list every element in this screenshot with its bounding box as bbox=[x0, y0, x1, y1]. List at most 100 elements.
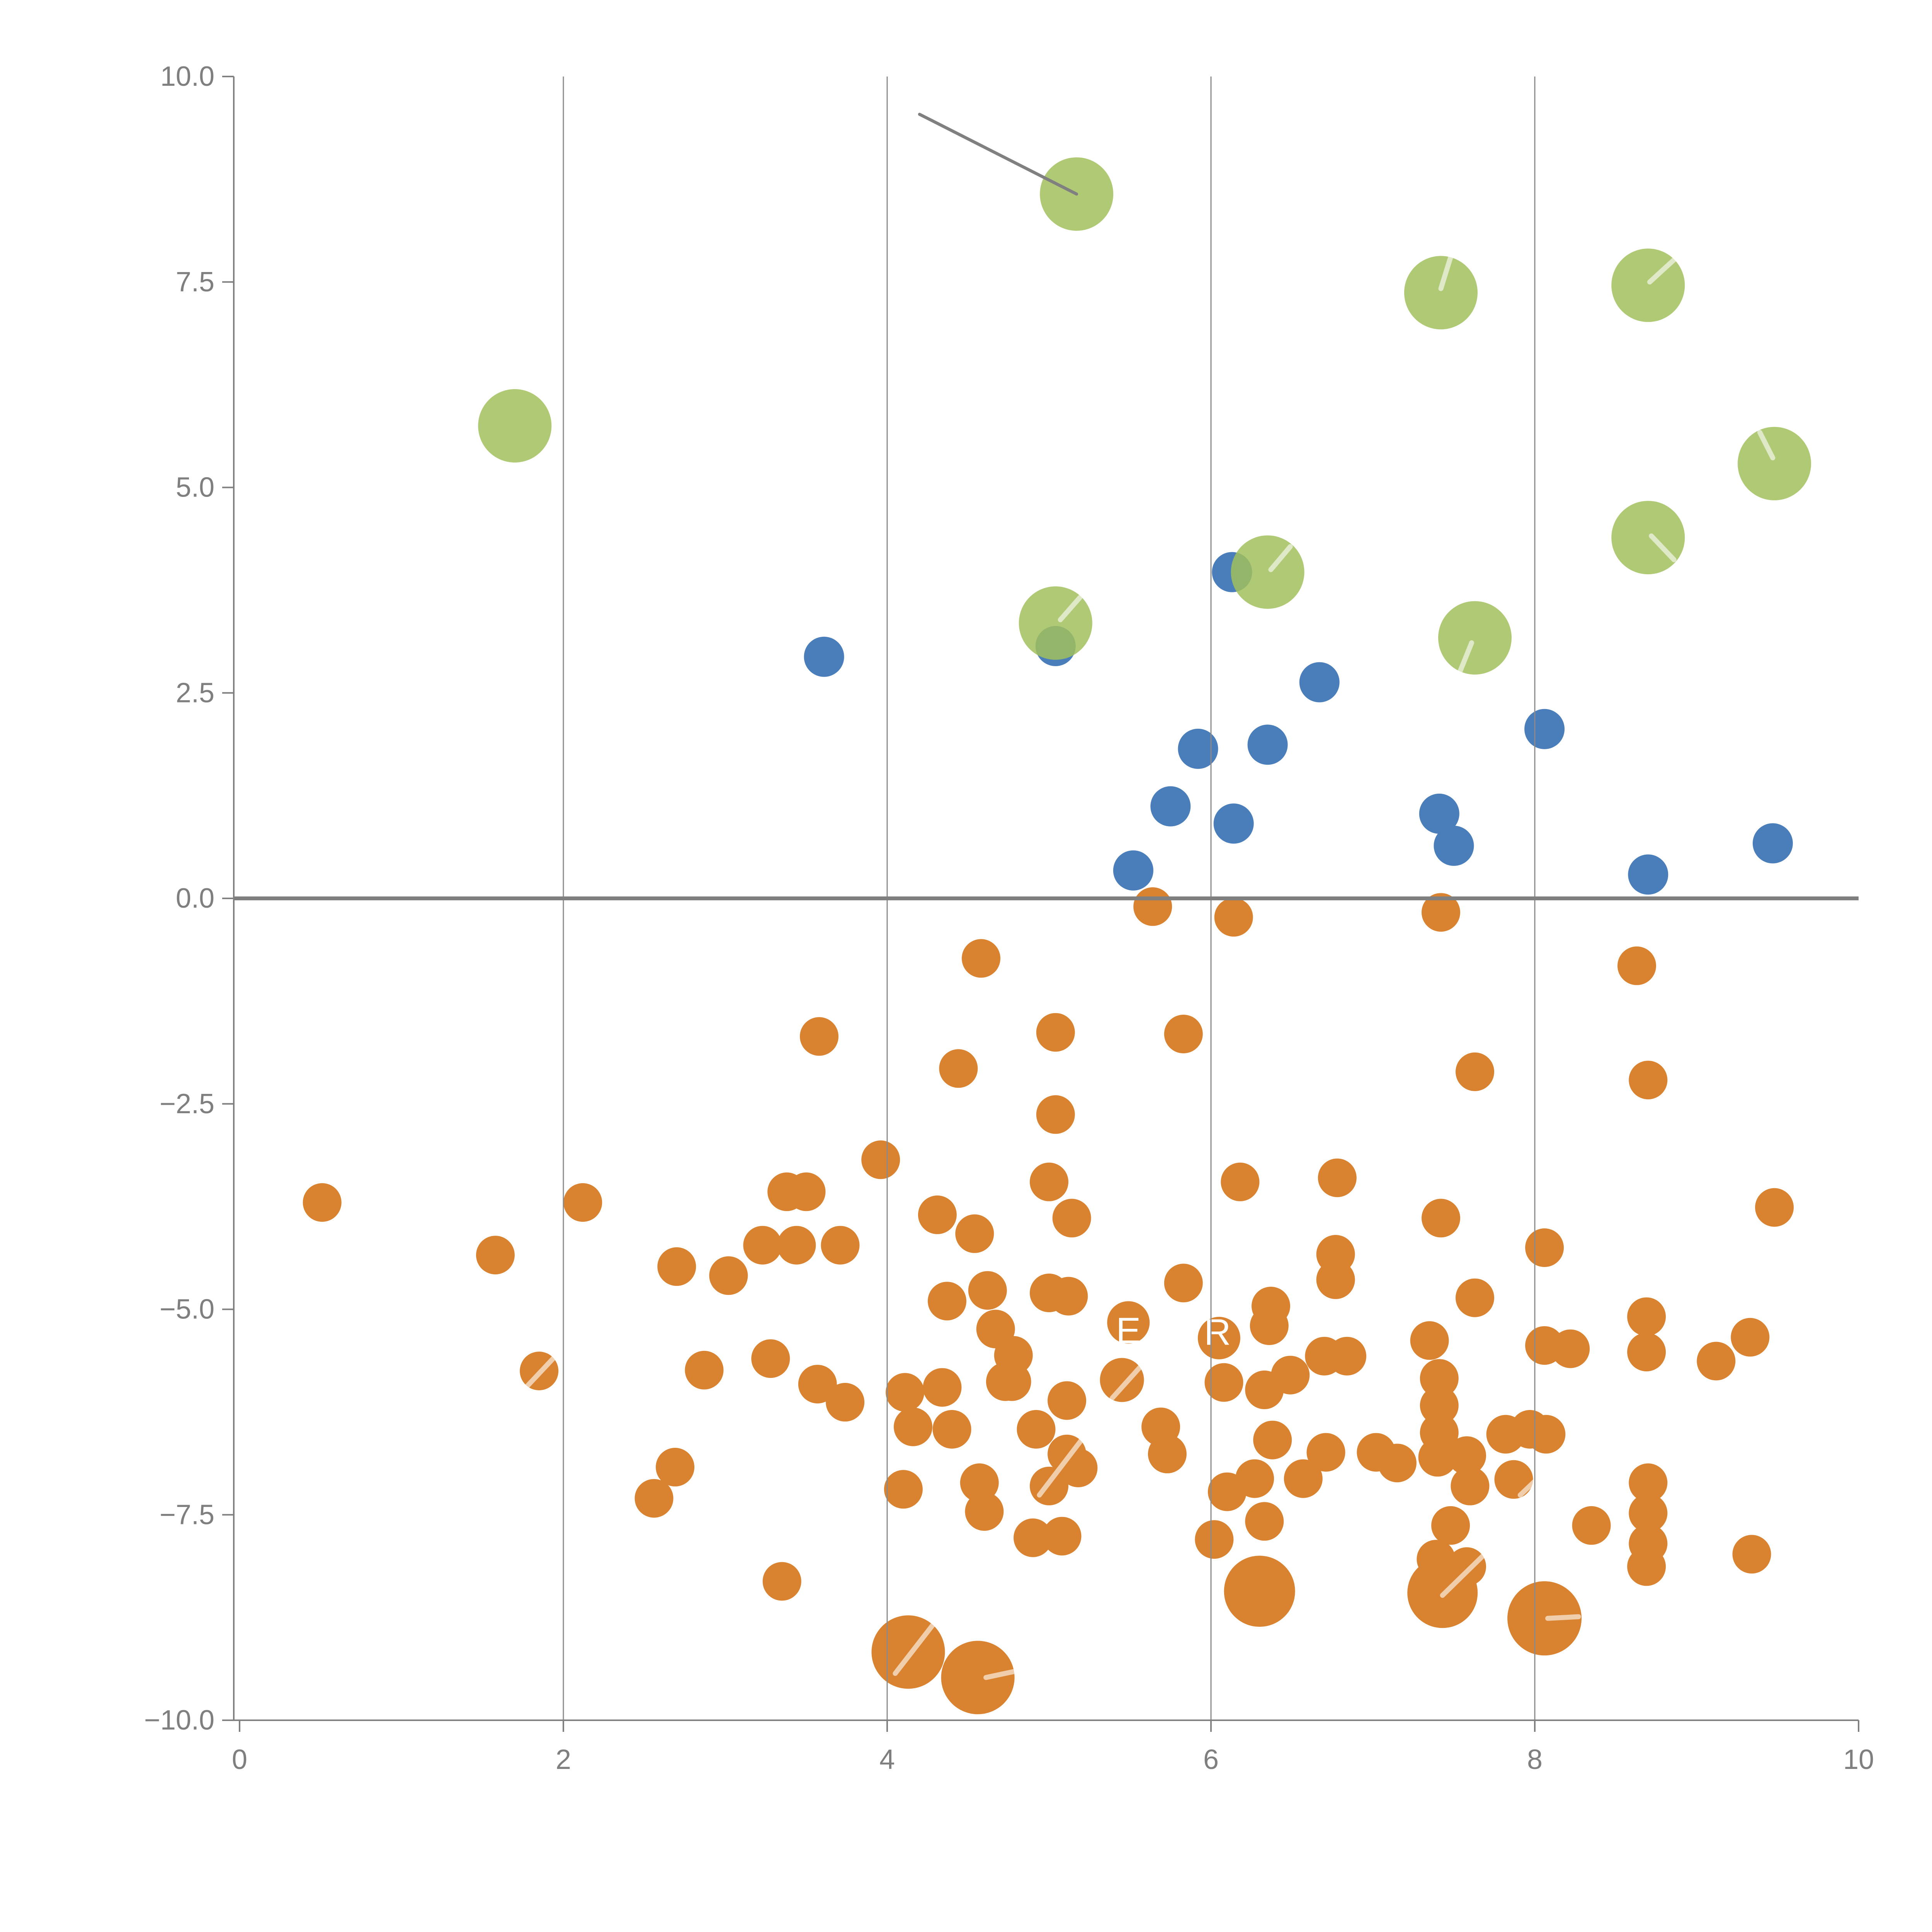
y-tick-label: −5.0 bbox=[160, 1294, 214, 1325]
orange-data-point bbox=[1422, 1199, 1460, 1238]
orange-data-point bbox=[986, 1362, 1025, 1401]
watermark-slash bbox=[893, 1621, 937, 1676]
watermark-slash bbox=[1268, 544, 1293, 572]
watermark-slash bbox=[1438, 255, 1453, 291]
orange-data-point bbox=[657, 1247, 696, 1286]
green-data-point bbox=[478, 389, 552, 463]
orange-data-point bbox=[932, 1410, 971, 1449]
orange-data-point bbox=[1456, 1052, 1494, 1091]
orange-data-point bbox=[1245, 1502, 1284, 1541]
orange-data-point bbox=[939, 1049, 978, 1088]
orange-data-point bbox=[1164, 1264, 1203, 1303]
blue-data-point bbox=[1113, 850, 1153, 891]
x-tick-label: 4 bbox=[879, 1744, 895, 1775]
orange-data-point bbox=[1525, 1228, 1564, 1267]
green-data-point bbox=[1231, 535, 1304, 609]
y-tick-label: 7.5 bbox=[176, 267, 214, 298]
orange-data-point bbox=[685, 1350, 724, 1389]
orange-data-point bbox=[1420, 1413, 1459, 1452]
watermark-letter: R bbox=[1204, 1312, 1231, 1353]
orange-data-point bbox=[1456, 1278, 1494, 1317]
orange-data-point bbox=[1494, 1460, 1533, 1499]
orange-data-point bbox=[1052, 1199, 1091, 1238]
y-tick-label: 10.0 bbox=[160, 61, 214, 92]
watermark-slash bbox=[1058, 595, 1083, 622]
blue-data-point bbox=[1150, 786, 1191, 827]
blue-data-point bbox=[1178, 728, 1218, 769]
orange-data-point bbox=[821, 1226, 860, 1265]
axes-layer: 10.0 7.5 5.0 2.5 0.0 −2.5 −5.0 −7.5 −10.0 0 2 4 6 8 10 bbox=[144, 61, 1874, 1775]
green-data-point bbox=[1438, 601, 1512, 675]
orange-data-point bbox=[1420, 1386, 1459, 1425]
orange-data-point bbox=[1214, 898, 1253, 937]
orange-data-point bbox=[762, 1562, 801, 1601]
orange-data-point bbox=[1253, 1420, 1292, 1459]
y-tick-label: −7.5 bbox=[160, 1499, 214, 1530]
blue-data-point bbox=[1524, 709, 1565, 749]
y-tick-label: −2.5 bbox=[160, 1088, 214, 1119]
orange-data-point bbox=[1629, 1061, 1668, 1100]
y-tick-label: 0.0 bbox=[176, 883, 214, 914]
orange-data-point bbox=[751, 1339, 790, 1378]
watermark-slash bbox=[983, 1668, 1019, 1680]
orange-data-point bbox=[941, 1641, 1015, 1714]
orange-data-point bbox=[1732, 1535, 1771, 1574]
orange-data-point bbox=[1043, 1517, 1082, 1556]
orange-data-point bbox=[1629, 1494, 1668, 1532]
orange-data-point bbox=[1030, 1162, 1068, 1201]
orange-data-point bbox=[1378, 1444, 1417, 1483]
orange-data-point bbox=[1224, 1556, 1295, 1627]
orange-data-point bbox=[1617, 946, 1656, 985]
watermark-slash bbox=[1545, 1614, 1581, 1621]
orange-data-point bbox=[886, 1373, 925, 1412]
orange-data-point bbox=[1221, 1162, 1260, 1201]
watermark-slash bbox=[1647, 257, 1677, 285]
orange-data-point bbox=[1148, 1434, 1187, 1473]
orange-data-point bbox=[303, 1183, 342, 1222]
annotation-line bbox=[918, 112, 1078, 196]
orange-data-point bbox=[1036, 1095, 1075, 1134]
orange-data-point bbox=[1551, 1329, 1590, 1368]
orange-data-point bbox=[1195, 1520, 1234, 1559]
orange-data-point bbox=[1627, 1547, 1666, 1586]
markers-layer bbox=[303, 157, 1811, 1714]
watermark-slash bbox=[520, 1352, 560, 1393]
orange-data-point bbox=[1447, 1436, 1486, 1475]
watermark-slash bbox=[1440, 1551, 1487, 1598]
orange-data-point bbox=[928, 1282, 966, 1321]
orange-data-point bbox=[1328, 1337, 1366, 1376]
watermark-slash bbox=[1517, 1469, 1547, 1498]
orange-data-point bbox=[1271, 1355, 1310, 1395]
grid-layer bbox=[234, 77, 1859, 1720]
y-tick-label: 2.5 bbox=[176, 677, 214, 708]
orange-data-point bbox=[1059, 1449, 1098, 1487]
orange-data-point bbox=[634, 1479, 673, 1518]
orange-data-point bbox=[1422, 893, 1460, 932]
orange-data-point bbox=[798, 1365, 837, 1404]
orange-data-point bbox=[1318, 1158, 1357, 1197]
orange-data-point bbox=[1410, 1321, 1449, 1360]
watermark-letter: E bbox=[1116, 1310, 1141, 1351]
watermark-slash bbox=[1458, 640, 1475, 673]
orange-data-point bbox=[787, 1172, 826, 1211]
orange-data-point bbox=[1133, 887, 1172, 926]
orange-data-point bbox=[1014, 1518, 1053, 1557]
orange-data-point bbox=[709, 1256, 748, 1295]
orange-data-point bbox=[1048, 1381, 1087, 1420]
orange-data-point bbox=[1284, 1459, 1323, 1498]
orange-data-point bbox=[563, 1183, 602, 1222]
orange-data-point bbox=[1431, 1506, 1470, 1545]
orange-data-point bbox=[1235, 1459, 1274, 1498]
orange-data-point bbox=[1250, 1306, 1289, 1345]
orange-data-point bbox=[884, 1470, 923, 1509]
orange-data-point bbox=[826, 1383, 865, 1422]
y-tick-label: 5.0 bbox=[176, 472, 214, 503]
watermark-slash bbox=[1109, 1357, 1149, 1401]
blue-data-point bbox=[804, 636, 844, 677]
orange-data-point bbox=[1036, 1013, 1075, 1052]
orange-data-point bbox=[861, 1140, 900, 1179]
x-tick-label: 2 bbox=[556, 1744, 571, 1775]
blue-data-point bbox=[1299, 662, 1340, 702]
orange-data-point bbox=[656, 1447, 695, 1486]
y-tick-label: −10.0 bbox=[144, 1705, 214, 1736]
